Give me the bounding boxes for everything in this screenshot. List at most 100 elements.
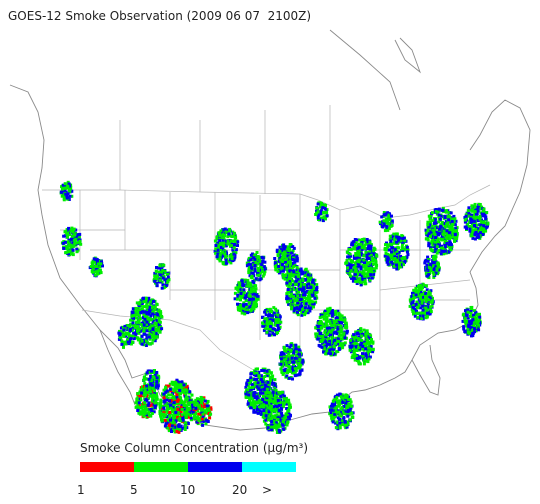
smoke-pixel [354, 244, 358, 248]
smoke-pixel [173, 417, 177, 421]
smoke-pixel [285, 263, 289, 267]
smoke-pixel [162, 392, 166, 396]
smoke-pixel [395, 235, 399, 239]
smoke-pixel [346, 263, 349, 267]
smoke-pixel [291, 245, 295, 249]
smoke-pixel [466, 308, 470, 312]
smoke-pixel [425, 267, 429, 271]
smoke-pixel [420, 317, 424, 320]
smoke-pixel [463, 319, 467, 323]
smoke-pixel [224, 261, 228, 265]
smoke-pixel [67, 182, 71, 186]
smoke-pixel [450, 244, 454, 248]
smoke-pixel [366, 247, 370, 250]
smoke-pixel [286, 288, 290, 291]
smoke-pixel [94, 273, 98, 277]
smoke-pixel [276, 329, 279, 333]
smoke-pixel [401, 237, 405, 240]
smoke-pixel [359, 252, 363, 256]
smoke-pixel [313, 291, 316, 294]
smoke-pixel [171, 398, 175, 402]
smoke-pixel [482, 227, 486, 231]
smoke-pixel [443, 216, 447, 219]
smoke-pixel [324, 335, 328, 339]
smoke-pixel [284, 245, 288, 249]
smoke-pixel [137, 319, 141, 323]
smoke-pixel [64, 251, 68, 255]
smoke-pixel [271, 314, 274, 318]
smoke-pixel [256, 271, 260, 275]
smoke-pixel [443, 221, 447, 225]
smoke-pixel [78, 239, 82, 243]
smoke-pixel [469, 217, 473, 221]
smoke-pixel [427, 232, 431, 236]
smoke-pixel [388, 253, 392, 257]
smoke-pixel [336, 327, 340, 331]
smoke-pixel [253, 269, 257, 273]
smoke-pixel [403, 247, 407, 251]
smoke-pixel [479, 223, 483, 227]
smoke-pixel [371, 348, 375, 351]
smoke-pixel [190, 403, 194, 407]
smoke-pixel [189, 400, 193, 404]
smoke-pixel [125, 332, 129, 336]
smoke-pixel [292, 309, 296, 313]
smoke-pixel [352, 247, 356, 251]
smoke-pixel [307, 292, 311, 296]
smoke-pixel [148, 337, 152, 341]
smoke-pixel [285, 363, 289, 367]
smoke-pixel [320, 216, 323, 220]
smoke-pixel [144, 313, 148, 317]
smoke-pixel [365, 346, 369, 350]
smoke-pixel [471, 236, 475, 240]
smoke-pixel [298, 352, 301, 356]
smoke-pixel [364, 250, 368, 254]
smoke-pixel [290, 283, 294, 287]
smoke-pixel [140, 300, 144, 304]
smoke-pixel [441, 246, 444, 250]
smoke-pixel [300, 300, 304, 304]
smoke-pixel [291, 261, 295, 265]
smoke-pixel [275, 309, 279, 313]
smoke-pixel [75, 250, 79, 254]
smoke-pixel [183, 385, 187, 389]
smoke-pixel [249, 266, 253, 270]
smoke-pixel [229, 261, 233, 265]
smoke-pixel [118, 334, 122, 338]
smoke-pixel [214, 251, 218, 255]
smoke-pixel [403, 256, 407, 260]
smoke-pixel [306, 311, 310, 315]
smoke-pixel [91, 267, 95, 271]
smoke-pixel [129, 337, 133, 341]
smoke-pixel [320, 334, 324, 338]
smoke-pixel [239, 285, 243, 289]
smoke-pixel [295, 255, 299, 259]
smoke-pixel [471, 228, 475, 232]
smoke-pixel [295, 354, 298, 358]
smoke-pixel [254, 301, 258, 305]
smoke-pixel [466, 327, 470, 331]
smoke-pixel [320, 313, 324, 317]
smoke-pixel [175, 395, 179, 399]
smoke-pixel [147, 328, 151, 331]
smoke-pixel [137, 328, 141, 332]
smoke-pixel [228, 227, 232, 231]
smoke-pixel [432, 221, 436, 225]
smoke-pixel [435, 245, 439, 249]
smoke-pixel [338, 321, 342, 324]
smoke-pixel [184, 412, 188, 416]
smoke-pixel [291, 249, 295, 253]
smoke-pixel [290, 367, 293, 371]
smoke-pixel [325, 214, 329, 218]
smoke-pixel [147, 396, 151, 400]
smoke-pixel [390, 246, 394, 249]
smoke-pixel [63, 182, 67, 186]
smoke-pixel [243, 296, 247, 300]
smoke-pixel [427, 214, 431, 218]
smoke-pixel [142, 323, 146, 327]
smoke-pixel [163, 271, 167, 275]
smoke-pixel [432, 272, 436, 276]
smoke-pixel [249, 258, 253, 262]
smoke-pixel [286, 296, 290, 300]
smoke-pixel [328, 321, 332, 325]
